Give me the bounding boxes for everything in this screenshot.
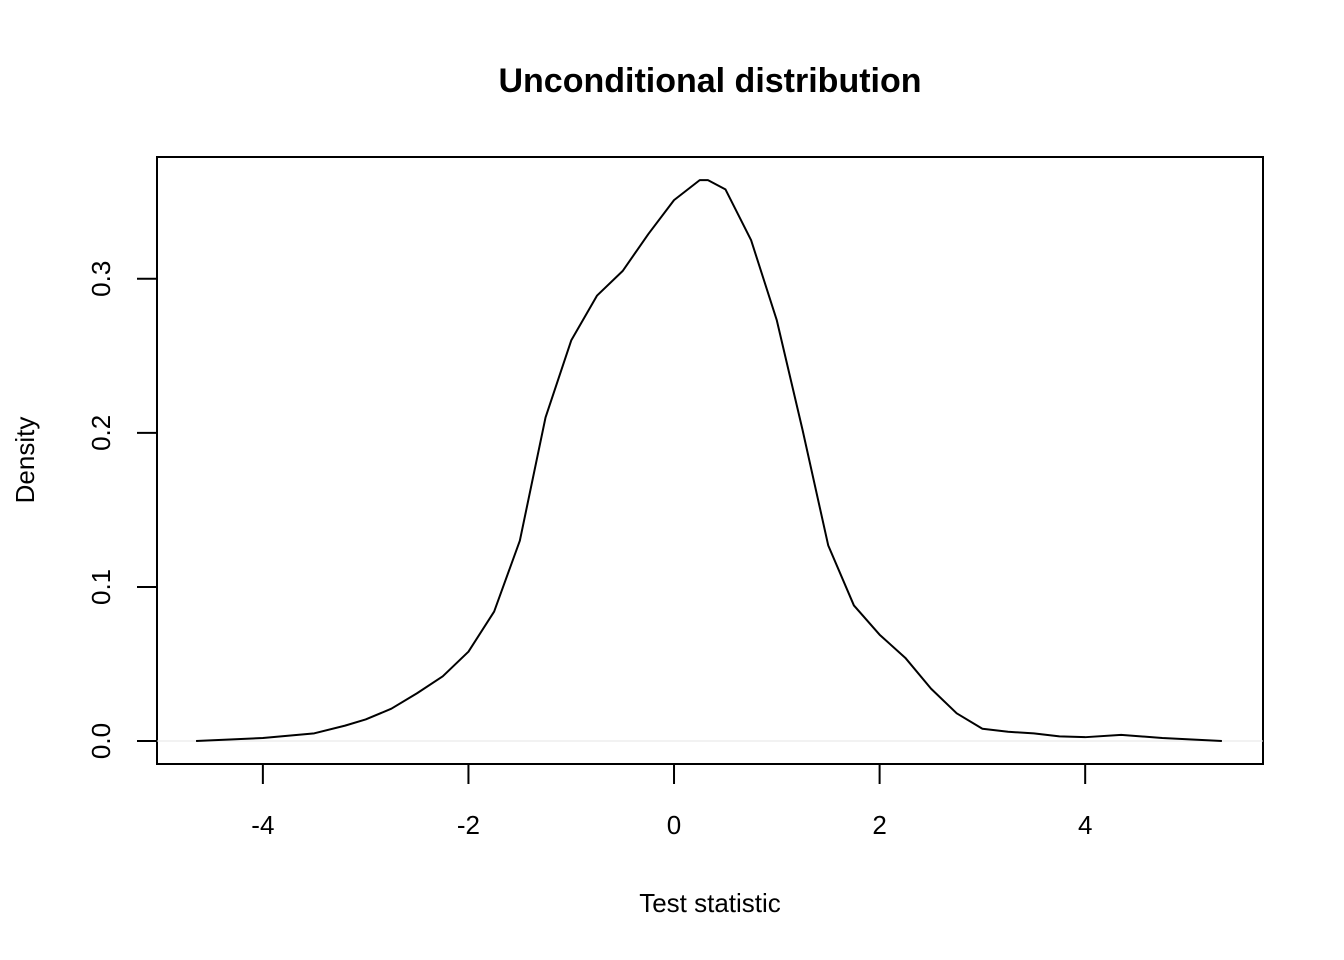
y-axis-label: Density bbox=[10, 417, 40, 504]
x-tick-label: -4 bbox=[251, 810, 274, 840]
x-tick-label: 2 bbox=[872, 810, 886, 840]
density-line bbox=[196, 179, 1222, 743]
y-tick-label: 0.2 bbox=[86, 415, 116, 451]
x-tick-label: 4 bbox=[1078, 810, 1092, 840]
y-tick-label: 0.1 bbox=[86, 569, 116, 605]
x-tick-label: -2 bbox=[457, 810, 480, 840]
y-tick-label: 0.0 bbox=[86, 723, 116, 759]
x-axis-label: Test statistic bbox=[639, 888, 781, 918]
plot-frame bbox=[156, 156, 1264, 765]
chart-title: Unconditional distribution bbox=[498, 62, 921, 100]
y-tick-label: 0.3 bbox=[86, 261, 116, 297]
x-tick-label: 0 bbox=[667, 810, 681, 840]
